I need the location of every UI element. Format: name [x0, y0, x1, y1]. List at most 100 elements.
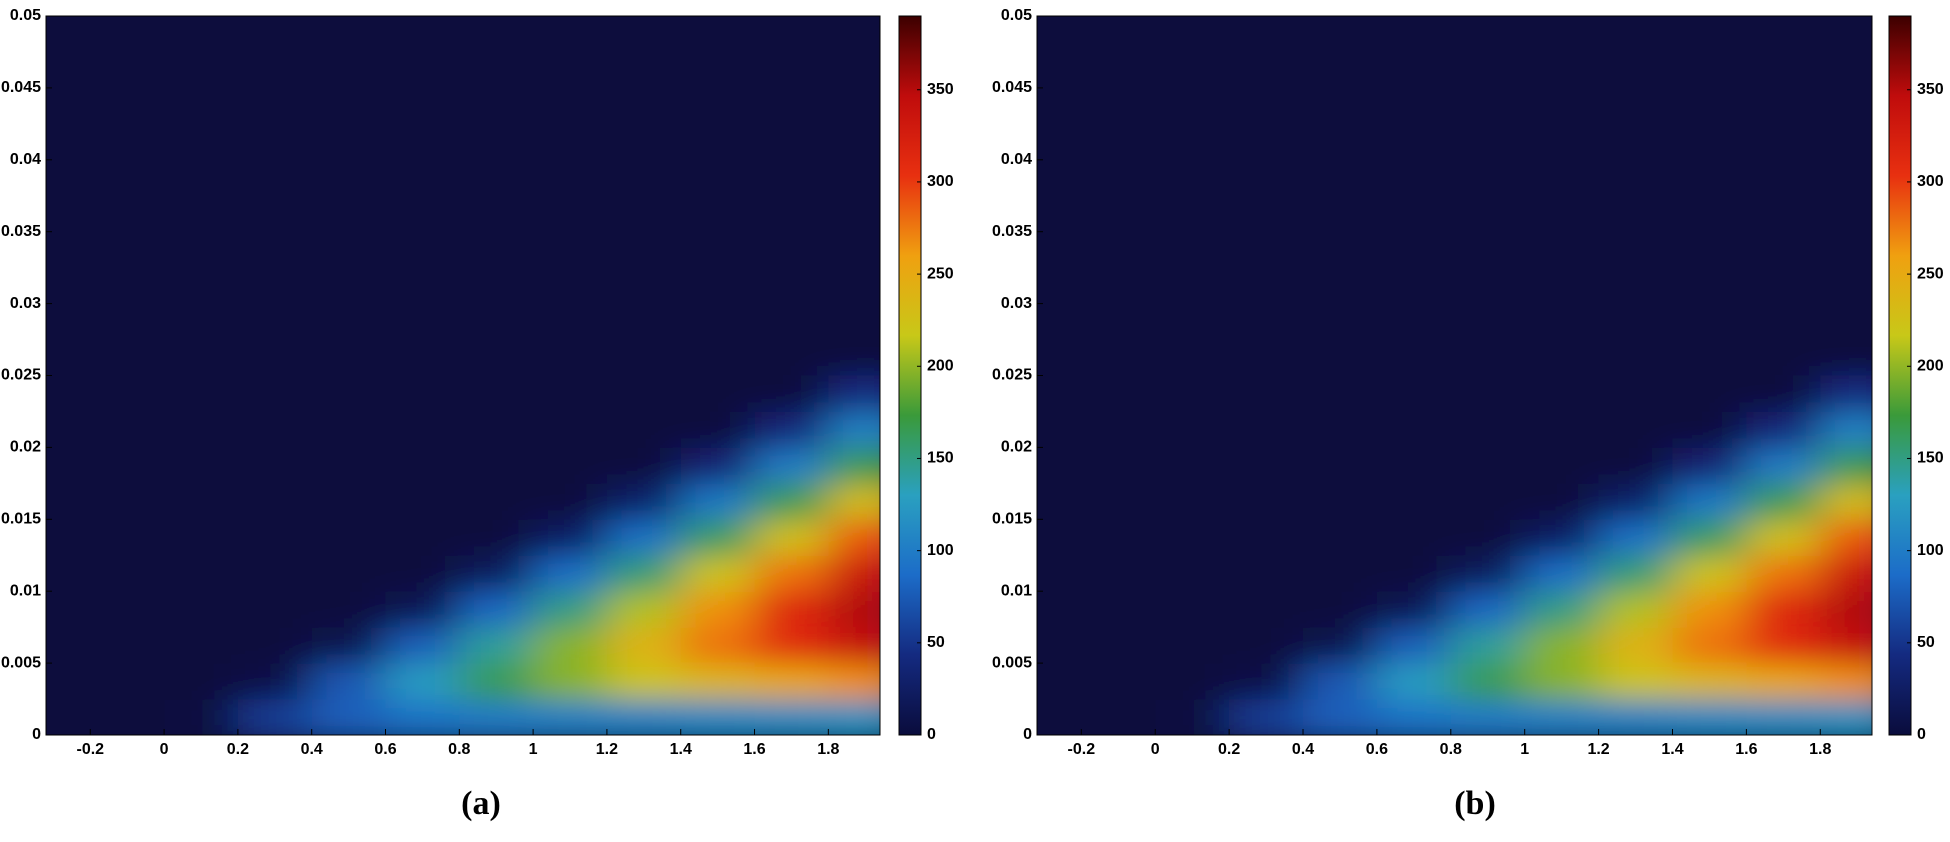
- y-tick-label: 0.05: [10, 7, 41, 24]
- cell: [606, 699, 682, 735]
- cell: [237, 591, 313, 628]
- colorbar-tick-label: 150: [927, 450, 954, 467]
- x-tick-label: 0.2: [227, 741, 249, 758]
- cell: [164, 519, 239, 556]
- x-tick-label: 0.6: [374, 741, 396, 758]
- cell: [1229, 555, 1304, 592]
- cell: [606, 591, 682, 628]
- cell: [1672, 375, 1747, 412]
- cell: [606, 663, 682, 700]
- cell: [385, 447, 460, 484]
- cell: [680, 555, 756, 592]
- cell: [1598, 447, 1673, 484]
- cell: [1820, 375, 1872, 412]
- cell: [237, 555, 313, 592]
- cell: [1229, 699, 1304, 735]
- y-tick-label: 0.045: [1, 79, 41, 96]
- x-tick-label: 1.8: [1809, 741, 1831, 758]
- cell: [237, 699, 313, 735]
- cell: [680, 447, 756, 484]
- y-tick-label: 0.01: [1001, 582, 1032, 599]
- cell: [1746, 411, 1821, 448]
- y-tick-label: 0.02: [1001, 439, 1032, 456]
- cell: [680, 411, 756, 448]
- cell: [1376, 411, 1452, 448]
- cell: [1746, 447, 1821, 484]
- cell: [1524, 627, 1600, 664]
- x-tick-label: 0: [160, 741, 169, 758]
- cell: [1820, 699, 1872, 735]
- y-tick-label: 0.03: [1001, 295, 1032, 312]
- cell: [1820, 483, 1872, 520]
- cell: [828, 663, 880, 700]
- cell: [1229, 663, 1304, 700]
- cell: [1820, 555, 1872, 592]
- cell: [459, 375, 534, 412]
- cell: [1746, 375, 1821, 412]
- cell: [680, 375, 756, 412]
- cell: [606, 627, 682, 664]
- cell: [1746, 663, 1821, 700]
- cell: [1376, 591, 1452, 628]
- cell: [164, 447, 239, 484]
- cell: [1303, 411, 1378, 448]
- y-tick-label: 0.025: [1, 367, 41, 384]
- cell: [1598, 519, 1673, 556]
- cell: [1155, 591, 1230, 628]
- cell: [533, 483, 608, 520]
- cell: [1450, 483, 1526, 520]
- cell: [1376, 663, 1452, 700]
- cell: [680, 519, 756, 556]
- cell: [164, 663, 239, 700]
- cell: [459, 627, 534, 664]
- cell: [1155, 519, 1230, 556]
- cell: [828, 627, 880, 664]
- cell: [459, 663, 534, 700]
- x-tick-label: 1.4: [670, 741, 692, 758]
- y-tick-label: 0.02: [10, 439, 41, 456]
- cell: [680, 699, 756, 735]
- cell: [1820, 447, 1872, 484]
- x-tick-label: 1.4: [1661, 741, 1683, 758]
- cell: [1746, 483, 1821, 520]
- cell: [1303, 447, 1378, 484]
- cell: [164, 591, 239, 628]
- x-tick-label: 0: [1151, 741, 1160, 758]
- cell: [1672, 663, 1747, 700]
- cell: [311, 627, 387, 664]
- cell: [311, 483, 387, 520]
- colorbar-tick-label: 0: [927, 726, 936, 743]
- cell: [311, 447, 387, 484]
- cell: [459, 411, 534, 448]
- cell: [606, 447, 682, 484]
- cell: [1155, 375, 1230, 412]
- cell: [828, 519, 880, 556]
- cell: [1450, 375, 1526, 412]
- cell: [828, 411, 880, 448]
- cell: [533, 591, 608, 628]
- cell: [754, 627, 829, 664]
- colorbar-tick-label: 100: [927, 542, 954, 559]
- cell: [237, 447, 313, 484]
- cell: [1450, 699, 1526, 735]
- cell: [754, 375, 829, 412]
- cell: [385, 627, 460, 664]
- y-tick-label: 0.025: [992, 367, 1032, 384]
- cell: [754, 699, 829, 735]
- colorbar-tick-label: 200: [1917, 358, 1944, 375]
- x-tick-label: 0.4: [301, 741, 323, 758]
- cell: [1303, 375, 1378, 412]
- colorbar-tick-label: 50: [1917, 634, 1935, 651]
- cell: [1155, 411, 1230, 448]
- y-tick-label: 0: [1023, 726, 1032, 743]
- cell: [1524, 447, 1600, 484]
- x-tick-label: 0.2: [1218, 741, 1240, 758]
- cell: [1155, 663, 1230, 700]
- x-tick-label: -0.2: [1068, 741, 1096, 758]
- cell: [1524, 591, 1600, 628]
- y-tick-label: 0.015: [1, 511, 41, 528]
- cell: [1450, 627, 1526, 664]
- cell: [237, 483, 313, 520]
- cell: [606, 411, 682, 448]
- cell: [1746, 591, 1821, 628]
